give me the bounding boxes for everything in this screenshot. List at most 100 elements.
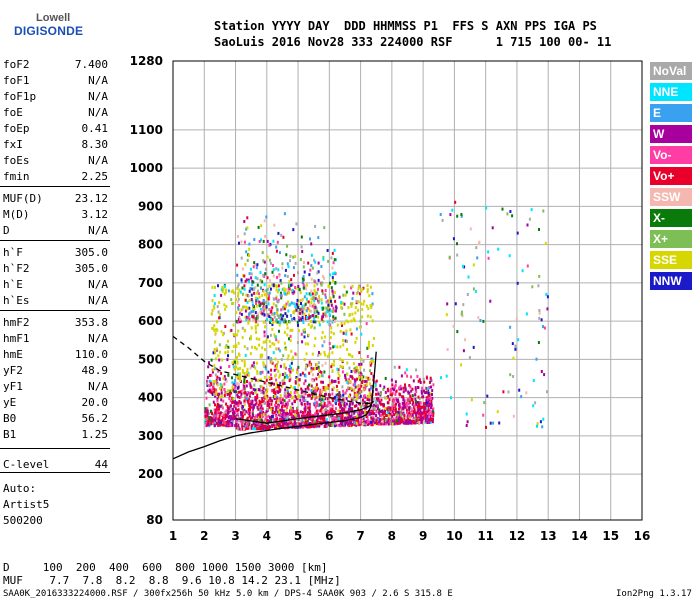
echo-point — [395, 398, 398, 402]
echo-point — [288, 399, 291, 402]
echo-point — [322, 315, 325, 319]
echo-point — [370, 372, 373, 375]
echo-point — [290, 385, 292, 388]
echo-point — [283, 307, 286, 311]
echo-point — [295, 396, 298, 400]
echo-point — [462, 349, 465, 353]
echo-point — [314, 297, 317, 301]
echo-point — [450, 396, 452, 400]
echo-point — [277, 340, 280, 344]
echo-point — [328, 393, 331, 397]
echo-point — [216, 393, 219, 397]
echo-point — [272, 321, 275, 324]
echo-point — [367, 376, 370, 380]
echo-point — [210, 358, 213, 362]
echo-point — [348, 378, 350, 382]
echo-point — [282, 235, 285, 239]
echo-point — [454, 200, 457, 204]
echo-point — [269, 261, 272, 265]
echo-point — [346, 361, 349, 365]
echo-point — [276, 311, 279, 315]
echo-point — [274, 374, 277, 378]
echo-point — [323, 370, 326, 374]
echo-point — [328, 412, 331, 416]
echo-point — [258, 337, 261, 341]
echo-point — [285, 253, 288, 257]
echo-point — [310, 416, 313, 420]
echo-point — [344, 373, 346, 377]
echo-point — [284, 417, 287, 421]
echo-point — [345, 420, 348, 424]
echo-point — [352, 362, 355, 366]
echo-point — [406, 374, 409, 378]
echo-point — [403, 404, 406, 408]
echo-point — [257, 407, 260, 411]
echo-point — [260, 418, 263, 422]
param-row: B0 56.2 — [3, 412, 108, 426]
echo-point — [385, 396, 388, 400]
echo-point — [301, 312, 304, 316]
echo-point — [211, 326, 214, 330]
echo-point — [271, 318, 274, 322]
echo-point — [318, 295, 320, 299]
echo-point — [237, 423, 240, 427]
echo-point — [339, 345, 342, 349]
echo-point — [243, 377, 246, 381]
echo-point — [307, 425, 310, 429]
legend-item: E — [650, 104, 692, 122]
echo-point — [314, 389, 317, 393]
echo-point — [311, 324, 313, 328]
echo-point — [508, 254, 511, 258]
echo-point — [310, 396, 313, 400]
echo-point — [329, 409, 332, 413]
echo-point — [267, 356, 270, 360]
echo-point — [286, 322, 289, 326]
echo-point — [310, 253, 313, 257]
echo-point — [317, 361, 320, 365]
echo-point — [300, 395, 303, 399]
echo-point — [285, 408, 288, 412]
echo-point — [342, 402, 344, 406]
echo-point — [342, 398, 345, 402]
echo-point — [407, 412, 410, 416]
echo-point — [265, 396, 268, 400]
echo-point — [292, 416, 295, 420]
echo-point — [326, 403, 329, 407]
echo-point — [294, 421, 296, 425]
echo-point — [358, 409, 361, 413]
echo-point — [366, 418, 369, 422]
echo-point — [254, 366, 257, 370]
echo-point — [364, 412, 367, 416]
echo-point — [286, 275, 289, 278]
echo-point — [366, 290, 369, 294]
echo-point — [421, 405, 424, 409]
echo-point — [427, 408, 430, 411]
echo-point — [291, 368, 294, 372]
echo-point — [360, 416, 363, 420]
echo-point — [287, 287, 290, 291]
echo-point — [355, 409, 358, 413]
y-tick-label: 600 — [138, 314, 163, 328]
echo-point — [273, 223, 276, 227]
echo-point — [305, 292, 308, 296]
echo-point — [249, 417, 252, 421]
echo-point — [402, 419, 405, 423]
echo-point — [348, 394, 350, 398]
echo-point — [275, 408, 278, 412]
echo-point — [364, 410, 366, 414]
echo-point — [273, 388, 276, 392]
echo-point — [356, 385, 359, 388]
echo-point — [419, 381, 422, 384]
echo-point — [304, 405, 307, 409]
echo-point — [308, 422, 311, 426]
echo-point — [257, 418, 260, 422]
param-row: foF2 7.400 — [3, 58, 108, 72]
echo-point — [342, 422, 345, 426]
echo-point — [411, 413, 414, 417]
echo-point — [306, 386, 309, 390]
echo-point — [275, 378, 278, 382]
echo-point — [310, 390, 313, 394]
echo-point — [279, 408, 282, 412]
echo-point — [546, 390, 548, 394]
echo-point — [338, 399, 341, 403]
